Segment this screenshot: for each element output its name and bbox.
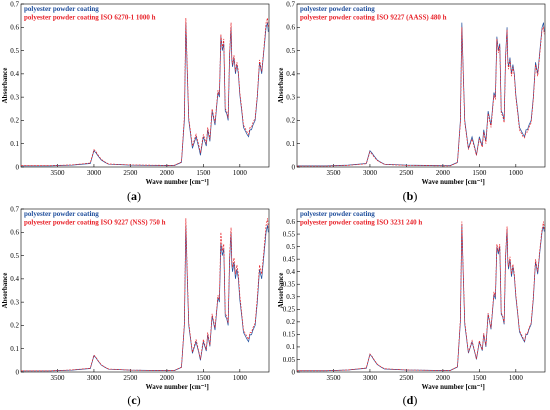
legend-entry-0: polyester powder coating (24, 210, 99, 218)
chart-panel-0: 0 0.1 0.2 0.3 0.4 0.5 0.6 0.7 3500 3000 2500 2000 15… (1, 0, 270, 203)
x-tick-label: 2000 (436, 169, 451, 177)
y-tick-label: 0.4 (286, 268, 295, 276)
y-tick-label: 0.05 (283, 356, 296, 364)
x-tick-label: 3000 (87, 374, 102, 382)
y-tick-label: 0.5 (10, 252, 19, 260)
y-tick-label: 0.35 (283, 281, 296, 289)
series-line-0 (21, 225, 269, 372)
y-tick-label: 0 (292, 368, 296, 376)
series-line-1 (297, 26, 545, 167)
y-tick-label: 0.3 (10, 298, 19, 306)
y-tick-label: 0.2 (10, 322, 19, 330)
y-tick-label: 0.7 (10, 205, 19, 213)
y-tick-label: 0.1 (286, 140, 295, 148)
chart-panel-1: 0 0.1 0.2 0.3 0.4 0.5 0.6 0.7 3500 3000 2500 2000 15… (277, 0, 546, 203)
legend-entry-1: polyester powder coating ISO 9227 (AASS)… (300, 14, 447, 22)
y-tick-label: 0.3 (286, 293, 295, 301)
x-tick-label: 3500 (50, 169, 65, 177)
y-tick-label: 0.1 (10, 345, 19, 353)
panel-label: (a) (127, 189, 141, 203)
y-tick-label: 0 (16, 163, 20, 171)
panel-label: (d) (403, 393, 418, 407)
x-tick-label: 3500 (326, 169, 341, 177)
series-line-1 (21, 17, 269, 166)
x-tick-label: 1000 (509, 169, 524, 177)
x-tick-label: 3500 (50, 374, 65, 382)
x-axis-title: Wave number [cm⁻¹] (422, 383, 485, 391)
y-tick-label: 0.6 (10, 229, 19, 237)
legend-entry-0: polyester powder coating (300, 210, 375, 218)
plot-frame (296, 208, 546, 373)
y-tick-label: 0.1 (10, 140, 19, 148)
plot-frame (296, 3, 546, 168)
x-tick-label: 3000 (363, 169, 378, 177)
y-tick-label: 0.7 (286, 0, 295, 8)
plot-frame (20, 208, 270, 373)
x-axis-title: Wave number [cm⁻¹] (422, 178, 485, 186)
x-tick-label: 2500 (123, 169, 138, 177)
y-tick-label: 0.4 (286, 70, 295, 78)
y-tick-label: 0.5 (10, 47, 19, 55)
y-axis-title: Absorbance (1, 273, 9, 309)
series-line-1 (297, 221, 545, 372)
plot-frame (20, 3, 270, 168)
x-tick-label: 2500 (123, 374, 138, 382)
y-tick-label: 0.4 (10, 70, 19, 78)
y-tick-label: 0 (292, 163, 296, 171)
x-tick-label: 2500 (399, 169, 414, 177)
y-axis-title: Absorbance (277, 68, 285, 104)
x-axis-title: Wave number [cm⁻¹] (146, 383, 209, 391)
y-axis-title: Absorbance (1, 68, 9, 104)
y-tick-label: 0.15 (283, 331, 296, 339)
x-tick-label: 1000 (509, 374, 524, 382)
x-axis-title: Wave number [cm⁻¹] (146, 178, 209, 186)
panel-label: (c) (127, 393, 140, 407)
y-tick-label: 0.5 (286, 243, 295, 251)
x-tick-label: 1000 (233, 374, 248, 382)
y-tick-label: 0.3 (286, 93, 295, 101)
x-tick-label: 3000 (87, 169, 102, 177)
legend-entry-0: polyester powder coating (300, 5, 375, 13)
y-tick-label: 0.25 (283, 306, 296, 314)
x-tick-label: 1500 (196, 169, 211, 177)
chart-panel-3: 0 0.05 0.1 0.15 0.2 0.25 0.3 0.35 0.4 0.45 0.5 0.55… (277, 208, 546, 407)
x-tick-label: 1500 (196, 374, 211, 382)
x-tick-label: 2000 (160, 374, 175, 382)
y-tick-label: 0.7 (10, 0, 19, 8)
y-tick-label: 0.2 (286, 117, 295, 125)
y-axis-title: Absorbance (277, 273, 285, 309)
y-tick-label: 0.2 (10, 117, 19, 125)
x-tick-label: 1000 (233, 169, 248, 177)
y-tick-label: 0.3 (10, 93, 19, 101)
y-tick-label: 0.4 (10, 275, 19, 283)
y-tick-label: 0.6 (286, 24, 295, 32)
legend-entry-1: polyester powder coating ISO 3231 240 h (300, 219, 422, 227)
legend-entry-0: polyester powder coating (24, 5, 99, 13)
y-tick-label: 0.5 (286, 47, 295, 55)
chart-panel-2: 0 0.1 0.2 0.3 0.4 0.5 0.6 0.7 3500 3000 2500 2000 15… (1, 205, 270, 407)
y-tick-label: 0 (16, 368, 20, 376)
y-tick-label: 0.2 (286, 318, 295, 326)
y-tick-label: 0.6 (10, 24, 19, 32)
y-tick-label: 0.6 (286, 218, 295, 226)
y-tick-label: 0.45 (283, 255, 296, 263)
x-tick-label: 2000 (436, 374, 451, 382)
x-tick-label: 2500 (399, 374, 414, 382)
x-tick-label: 1500 (472, 374, 487, 382)
series-line-0 (21, 22, 269, 167)
panel-label: (b) (403, 189, 418, 203)
x-tick-label: 3000 (363, 374, 378, 382)
legend-entry-1: polyester powder coating ISO 6270-1 1000… (24, 14, 156, 22)
x-tick-label: 2000 (160, 169, 175, 177)
legend-entry-1: polyester powder coating ISO 9227 (NSS) … (24, 219, 166, 227)
y-tick-label: 0.55 (283, 230, 296, 238)
y-tick-label: 0.1 (286, 343, 295, 351)
series-line-1 (21, 218, 269, 372)
x-tick-label: 1500 (472, 169, 487, 177)
x-tick-label: 3500 (326, 374, 341, 382)
